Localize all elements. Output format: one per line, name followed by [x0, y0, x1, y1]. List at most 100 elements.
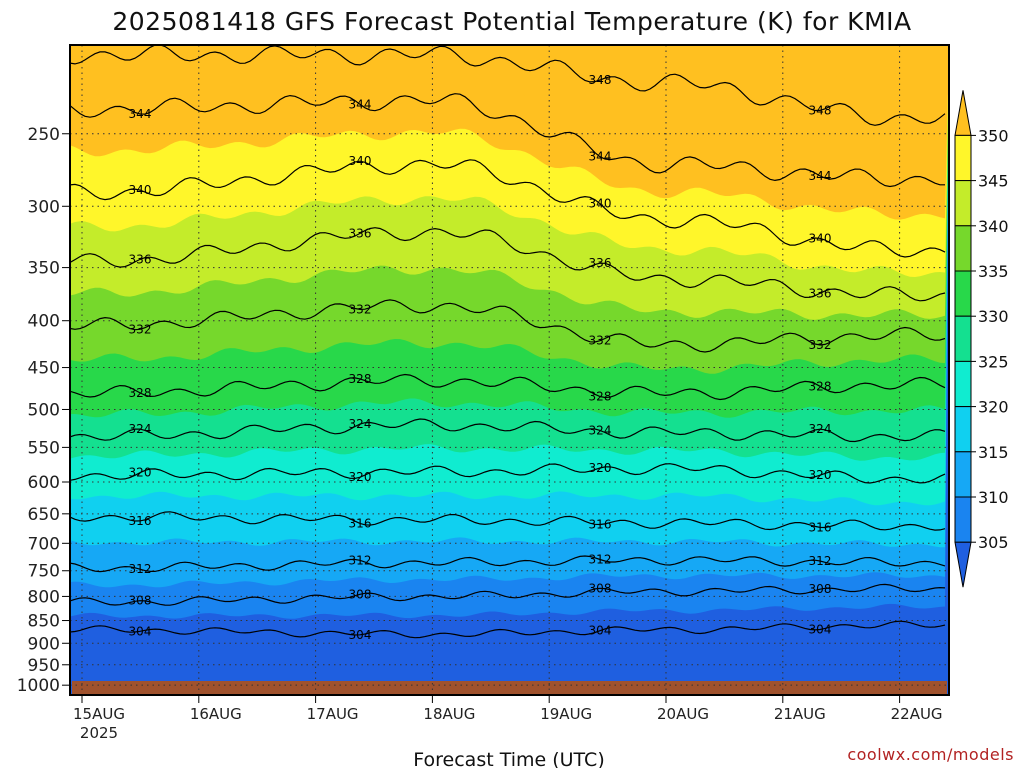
contour-label-332: 332 — [349, 302, 372, 316]
y-tick-label-400: 400 — [28, 312, 60, 332]
y-tick-label-750: 750 — [28, 562, 60, 582]
contour-label-332: 332 — [589, 334, 612, 348]
contour-label-320: 320 — [809, 468, 832, 482]
x-tick-year: 2025 — [80, 724, 118, 742]
contour-label-308: 308 — [589, 581, 612, 595]
contour-336 — [70, 227, 946, 302]
contour-label-328: 328 — [809, 379, 832, 393]
contour-label-336: 336 — [129, 252, 152, 266]
colorbar-segment-305 — [954, 496, 972, 543]
y-tick-label-550: 550 — [28, 438, 60, 458]
contour-label-308: 308 — [809, 582, 832, 596]
terrain — [72, 681, 947, 694]
colorbar-segment-325 — [954, 315, 972, 362]
contour-label-332: 332 — [809, 338, 832, 352]
colorbar-label-345: 345 — [978, 172, 1009, 191]
colorbar-label-305: 305 — [978, 533, 1009, 552]
y-tick-label-500: 500 — [28, 400, 60, 420]
x-tick-label-17AUG: 17AUG — [307, 705, 359, 723]
contour-340 — [70, 159, 946, 258]
x-tick-label-20AUG: 20AUG — [657, 705, 709, 723]
grid-lines — [70, 45, 949, 695]
x-tick-label-18AUG: 18AUG — [423, 705, 475, 723]
colorbar-segment-345 — [954, 134, 972, 182]
contour-308 — [70, 583, 946, 606]
colorbar-top-arrow — [954, 90, 972, 136]
contour-label-320: 320 — [589, 461, 612, 475]
contour-344 — [70, 93, 945, 188]
contour-label-316: 316 — [809, 520, 832, 534]
colorbar-label-320: 320 — [978, 398, 1009, 417]
band-above-350 — [700, 45, 949, 95]
y-tick-label-900: 900 — [28, 634, 60, 654]
contour-label-312: 312 — [809, 554, 832, 568]
y-tick-label-350: 350 — [28, 259, 60, 279]
contour-label-312: 312 — [589, 553, 612, 567]
x-tick-label-15AUG: 15AUG — [73, 705, 125, 723]
contour-324 — [70, 418, 946, 443]
contour-label-328: 328 — [129, 386, 152, 400]
credit-text: coolwx.com/models — [847, 745, 1014, 764]
x-axis-label: Forecast Time (UTC) — [413, 749, 604, 768]
contour-316 — [70, 511, 946, 531]
colorbar-segment-330 — [954, 270, 972, 317]
contour-label-340: 340 — [809, 231, 832, 245]
band-350 — [70, 45, 949, 154]
contour-332 — [70, 299, 946, 353]
chart-title: 2025081418 GFS Forecast Potential Temper… — [112, 7, 911, 36]
contour-label-348: 348 — [809, 103, 832, 117]
plot-frame — [69, 44, 950, 696]
contour-label-336: 336 — [589, 256, 612, 270]
y-tick-label-850: 850 — [28, 612, 60, 632]
colorbar-label-350: 350 — [978, 126, 1009, 145]
contour-label-340: 340 — [349, 154, 372, 168]
y-tick-label-800: 800 — [28, 587, 60, 607]
x-tick-label-16AUG: 16AUG — [190, 705, 242, 723]
colorbar-label-335: 335 — [978, 262, 1009, 281]
contour-label-316: 316 — [349, 516, 372, 530]
contour-label-320: 320 — [129, 466, 152, 480]
contour-304 — [70, 620, 946, 639]
colorbar-label-315: 315 — [978, 443, 1009, 462]
y-tick-label-950: 950 — [28, 656, 60, 676]
contour-label-336: 336 — [349, 226, 372, 240]
contour-label-324: 324 — [129, 422, 152, 436]
x-tick-label-19AUG: 19AUG — [540, 705, 592, 723]
contour-label-304: 304 — [589, 624, 612, 638]
contour-label-320: 320 — [349, 470, 372, 484]
contour-label-332: 332 — [129, 322, 152, 336]
contour-label-344: 344 — [809, 169, 832, 183]
colorbar-label-330: 330 — [978, 307, 1009, 326]
ground-strip — [72, 681, 947, 694]
y-tick-label-650: 650 — [28, 505, 60, 525]
x-tick-label-22AUG: 22AUG — [891, 705, 943, 723]
y-tick-label-600: 600 — [28, 473, 60, 493]
y-axis: 2503003504004505005506006507007508008509… — [17, 125, 70, 696]
colorbar-label-310: 310 — [978, 488, 1009, 507]
y-tick-label-700: 700 — [28, 534, 60, 554]
contour-label-340: 340 — [589, 197, 612, 211]
contour-lines — [70, 45, 946, 639]
colorbar-label-340: 340 — [978, 217, 1009, 236]
colorbar-bottom-arrow — [954, 541, 972, 588]
contour-label-328: 328 — [589, 389, 612, 403]
colorbar-segment-335 — [954, 225, 972, 272]
contour-label-348: 348 — [589, 73, 612, 87]
y-tick-label-300: 300 — [28, 197, 60, 217]
contour-labels: 304 304 304 304 308 308 308 308 312 312 312 312 316 3… — [129, 73, 832, 642]
contour-label-324: 324 — [589, 423, 612, 437]
contour-label-344: 344 — [589, 150, 612, 164]
contour-label-304: 304 — [129, 624, 152, 638]
contour-label-312: 312 — [349, 553, 372, 567]
plot-area: 304 304 304 304 308 308 308 308 312 312 312 312 316 3… — [69, 44, 950, 696]
contour-312 — [70, 555, 946, 573]
contour-label-316: 316 — [129, 514, 152, 528]
contour-label-324: 324 — [349, 417, 372, 431]
contour-320 — [70, 463, 946, 484]
contour-348 — [70, 45, 946, 126]
y-tick-label-1000: 1000 — [17, 676, 60, 696]
contour-label-304: 304 — [349, 628, 372, 642]
colorbar: 350 345 340 335 330 325 320 315 310 305 — [954, 90, 1009, 588]
contour-label-312: 312 — [129, 562, 152, 576]
